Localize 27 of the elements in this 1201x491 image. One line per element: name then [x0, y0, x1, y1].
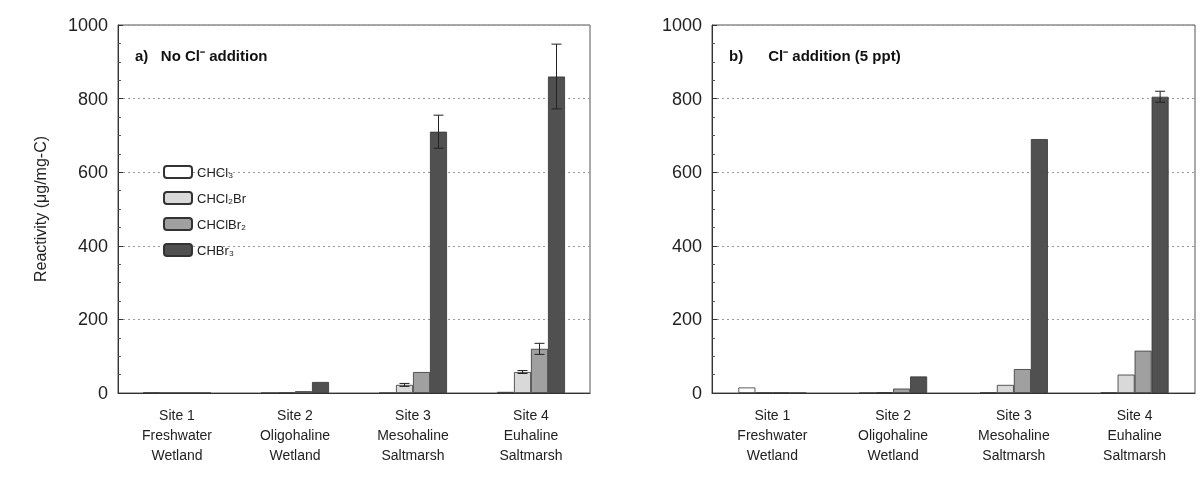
y-tick-label: 1000: [661, 15, 702, 35]
x-tick-label: Site 2 Oligohaline Wetland: [259, 407, 331, 463]
y-tick-label: 800: [671, 88, 702, 109]
y-tick-label: 400: [77, 235, 108, 256]
legend-label: CHBr₃: [197, 242, 235, 258]
y-tick-label: 200: [77, 309, 108, 330]
legend-label: CHClBr₂: [197, 216, 247, 232]
legend-label: CHCl₃: [197, 164, 234, 180]
x-tick-label: Site 3 Mesohaline Saltmarsh: [377, 407, 450, 463]
legend-label: CHCl₂Br: [197, 190, 247, 206]
y-tick-label: 200: [671, 309, 702, 330]
y-tick-label: 600: [671, 162, 702, 183]
text: a) No Cl⁻ addition: [135, 47, 268, 64]
x-tick-label: Site 3 Mesohaline Saltmarsh: [978, 407, 1050, 463]
y-tick-label: 1000: [67, 15, 108, 35]
y-tick-label: 400: [671, 235, 702, 256]
x-tick-label: Site 1 Freshwater Wetland: [737, 407, 808, 463]
y-tick-label: 0: [97, 383, 108, 403]
y-tick-label: 0: [691, 383, 702, 403]
text: b) Cl⁻ addition (5 ppt): [729, 47, 901, 64]
y-tick-label: 800: [77, 88, 108, 109]
x-tick-label: Site 2 Oligohaline Wetland: [858, 407, 929, 463]
x-tick-label: Site 1 Freshwater Wetland: [141, 407, 213, 463]
y-axis-title: Reactivity (μg/mg-C): [31, 135, 49, 283]
x-tick-label: Site 4 Euhaline Saltmarsh: [499, 407, 563, 463]
x-tick-label: Site 4 Euhaline Saltmarsh: [1103, 407, 1167, 463]
y-tick-label: 600: [77, 162, 108, 183]
